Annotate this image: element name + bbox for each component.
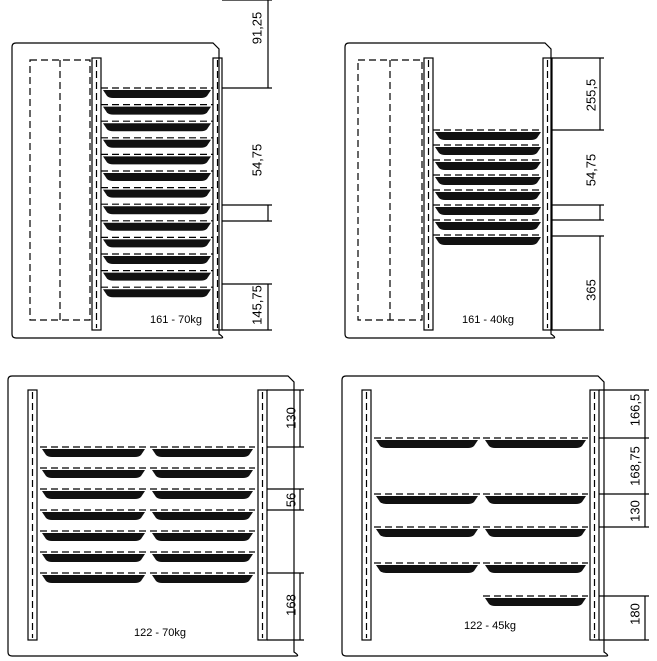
tray: [435, 207, 541, 215]
dimension-label: 166,5: [627, 394, 642, 427]
tray: [152, 575, 253, 583]
tray: [435, 162, 541, 170]
dimension-label: 168: [283, 594, 298, 616]
tray: [103, 90, 211, 98]
tray: [42, 533, 145, 541]
tray: [485, 496, 586, 504]
tray: [103, 139, 211, 148]
tray: [152, 512, 253, 520]
cabinet-outline: [344, 42, 556, 339]
rail: [423, 57, 434, 331]
tray: [42, 470, 145, 478]
tray: [485, 440, 586, 448]
tray: [435, 147, 541, 155]
tray: [42, 491, 145, 499]
tray: [103, 156, 211, 165]
dimension-label: 130: [627, 500, 642, 522]
caption: 161 - 70kg: [150, 314, 202, 326]
cabinet-outline: [11, 42, 224, 339]
tray: [152, 554, 253, 562]
tray: [103, 239, 211, 248]
tray: [103, 272, 211, 281]
tray: [152, 533, 253, 541]
tray: [435, 177, 541, 185]
rail: [27, 389, 38, 641]
rail: [361, 389, 372, 641]
tray: [103, 222, 211, 231]
tray: [103, 123, 211, 132]
tray: [152, 449, 253, 457]
tray: [152, 491, 253, 499]
tray: [103, 173, 211, 181]
tray: [103, 256, 211, 264]
tray: [103, 106, 211, 115]
tray: [152, 470, 253, 478]
tray: [42, 512, 145, 520]
caption: 122 - 70kg: [134, 627, 186, 639]
tray: [485, 529, 586, 537]
tray: [485, 598, 586, 606]
tray: [42, 449, 145, 457]
dimension-label: 255,5: [583, 79, 598, 112]
tray: [103, 289, 211, 298]
cabinet-outline: [341, 375, 609, 657]
dimension-label: 168,75: [627, 446, 642, 486]
dimension-label: 56: [283, 493, 298, 507]
dimension-label: 130: [283, 407, 298, 429]
tray: [103, 189, 211, 198]
tray: [435, 222, 541, 230]
dimension-label: 54,75: [583, 154, 598, 187]
dimension-label: 180: [627, 603, 642, 625]
tray: [42, 575, 145, 583]
side-panel: [29, 59, 91, 321]
rail: [589, 389, 600, 641]
dimension-label: 365: [583, 279, 598, 301]
dimension-label: 145,75: [249, 285, 264, 325]
rail: [257, 389, 268, 641]
rail: [212, 57, 223, 331]
rail: [91, 57, 102, 331]
tray: [376, 440, 478, 448]
cabinet-outline: [7, 375, 299, 657]
tray: [485, 565, 586, 573]
tray: [376, 496, 478, 504]
rail: [542, 57, 553, 331]
caption: 161 - 40kg: [462, 314, 514, 326]
tray: [376, 529, 478, 537]
tray: [103, 206, 211, 215]
dimension-label: 91,25: [249, 12, 264, 45]
tray: [435, 237, 541, 245]
dimension-label: 54,75: [249, 144, 264, 177]
tray: [42, 554, 145, 562]
tray: [435, 132, 541, 140]
caption: 122 - 45kg: [464, 620, 516, 632]
tray: [435, 192, 541, 200]
tray: [376, 565, 478, 573]
